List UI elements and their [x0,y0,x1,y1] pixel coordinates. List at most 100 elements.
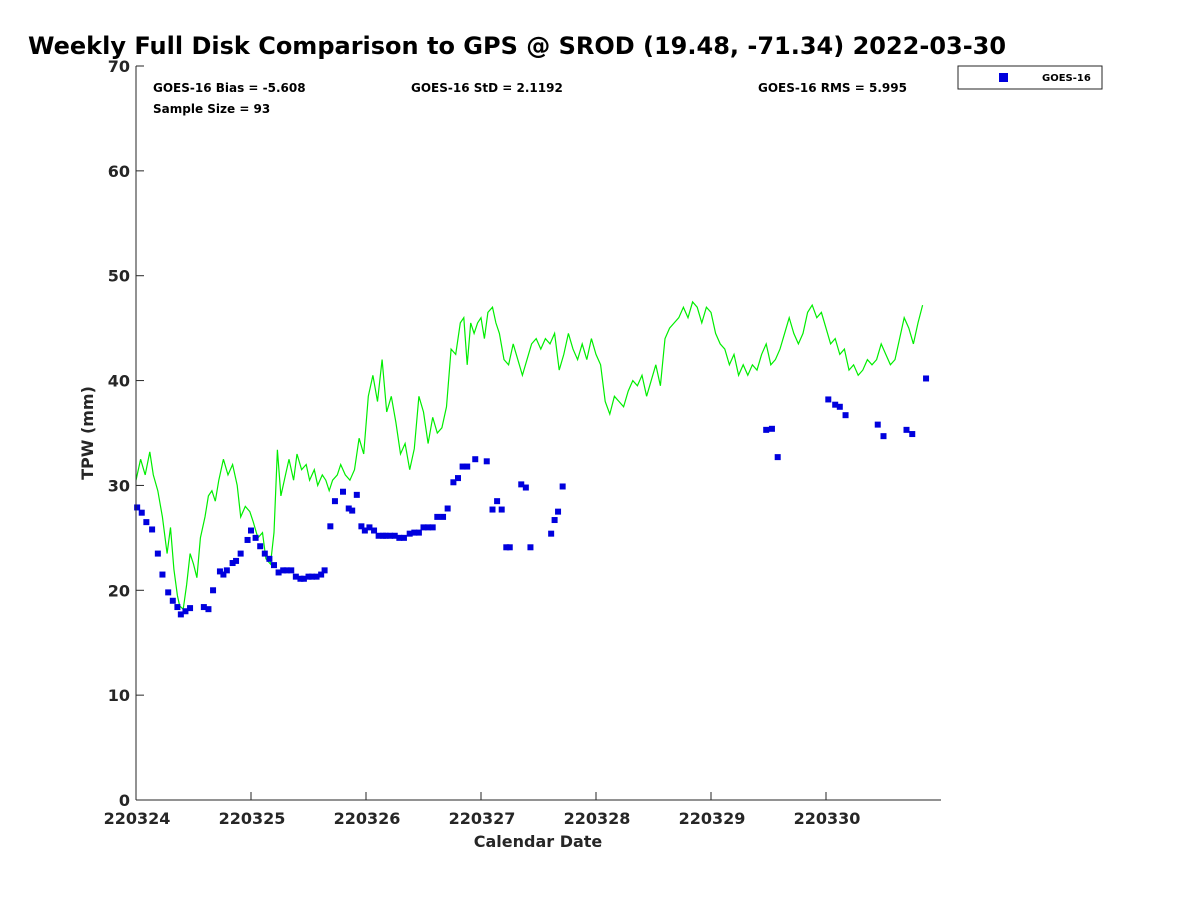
goes-data-point [420,524,427,531]
stat-sample-size: Sample Size = 93 [153,102,270,116]
goes-data-point [229,560,236,567]
goes-data-point [375,532,382,539]
goes-data-point [382,532,389,539]
goes-data-point [280,567,287,574]
y-tick-group: 0 10 20 30 40 50 60 70 [108,57,144,810]
goes-data-point [233,557,240,564]
goes-data-point [832,401,839,408]
goes-data-point [340,488,346,495]
goes-data-point [200,604,207,611]
goes-data-point [909,431,916,438]
y-tick-label: 0 [119,791,130,810]
legend-marker [999,73,1008,82]
plot-area [134,66,941,800]
goes-data-point [411,529,418,536]
x-tick-label: 220324 [104,809,171,828]
goes-data-point [415,529,422,536]
goes-data-point [210,587,217,594]
y-axis-label: TPW (mm) [78,386,97,480]
gps-series-layer [135,300,924,611]
x-tick-label: 220329 [679,809,746,828]
goes-data-point [313,573,320,580]
goes-data-point [434,513,441,520]
goes-data-point [555,508,562,515]
goes-data-point [149,526,156,533]
goes-data-point [768,425,775,432]
goes-data-point [187,605,194,612]
x-tick-label: 220330 [794,809,861,828]
stat-std: GOES-16 StD = 2.1192 [411,81,563,95]
goes-data-point [425,524,432,531]
goes-data-point [551,517,558,524]
goes-data-point [366,524,373,531]
goes-data-point [440,513,447,520]
stat-bias: GOES-16 Bias = -5.608 [153,81,306,95]
goes-data-point [880,433,887,440]
goes-data-point [387,532,394,539]
goes-data-point [275,569,282,576]
goes-data-point [464,463,471,470]
goes-data-point [472,456,479,463]
goes-data-point [559,483,566,490]
goes-data-point [518,481,525,488]
goes-data-point [349,507,356,514]
goes-data-point [450,479,457,486]
goes-data-point [223,567,230,574]
goes-data-point [169,597,176,604]
y-tick-label: 70 [108,57,130,76]
goes-data-point [361,527,368,534]
goes-data-point [134,504,141,511]
goes-data-point [842,412,849,419]
goes-data-point [903,426,910,433]
x-tick-label: 220325 [219,809,286,828]
goes-data-point [353,491,360,498]
goes-data-point [182,608,189,615]
goes-data-point [459,463,466,470]
x-tick-label: 220326 [334,809,401,828]
y-tick-label: 60 [108,162,130,181]
goes-data-point [406,530,413,537]
goes-data-point [244,536,251,543]
goes-data-point [455,475,461,482]
goes-data-point [292,573,299,580]
goes-data-point [522,484,529,491]
goes-data-point [266,555,273,562]
goes-data-point [429,524,436,531]
goes-data-point [825,396,832,403]
goes-data-point [252,534,259,541]
y-tick-label: 50 [108,267,130,286]
goes-data-point [237,550,244,557]
x-axis-label: Calendar Date [474,832,603,851]
goes-data-point [248,527,254,534]
stats-box: GOES-16 Bias = -5.608 GOES-16 StD = 2.11… [153,81,907,116]
goes-data-point [498,506,505,513]
goes-data-point [371,527,378,534]
y-tick-label: 20 [108,581,130,600]
goes-data-point [261,550,268,557]
goes-data-point [297,575,304,582]
goes-data-point [283,567,290,574]
goes-data-point [763,426,770,433]
goes-data-point [318,571,325,578]
goes-data-point [483,458,490,465]
goes-data-point [400,534,407,541]
gps-series-line [135,300,924,611]
goes-data-point [503,544,510,551]
y-tick-label: 40 [108,372,130,391]
axes: 0 10 20 30 40 50 60 70 220324 220325 220326 220327… [104,57,941,828]
goes-data-point [774,454,781,461]
goes-data-point [527,544,534,551]
goes-data-point [288,567,295,574]
goes-data-point [257,543,264,550]
plot-background [136,66,941,800]
goes-data-point [174,604,181,611]
goes-data-point [216,568,223,575]
goes-data-point [444,505,451,512]
goes-data-point [271,562,277,569]
goes-data-point [159,571,166,578]
goes-data-point [165,589,172,596]
goes-data-point [494,498,501,505]
goes-data-point [321,567,328,574]
goes-data-point [391,532,398,539]
